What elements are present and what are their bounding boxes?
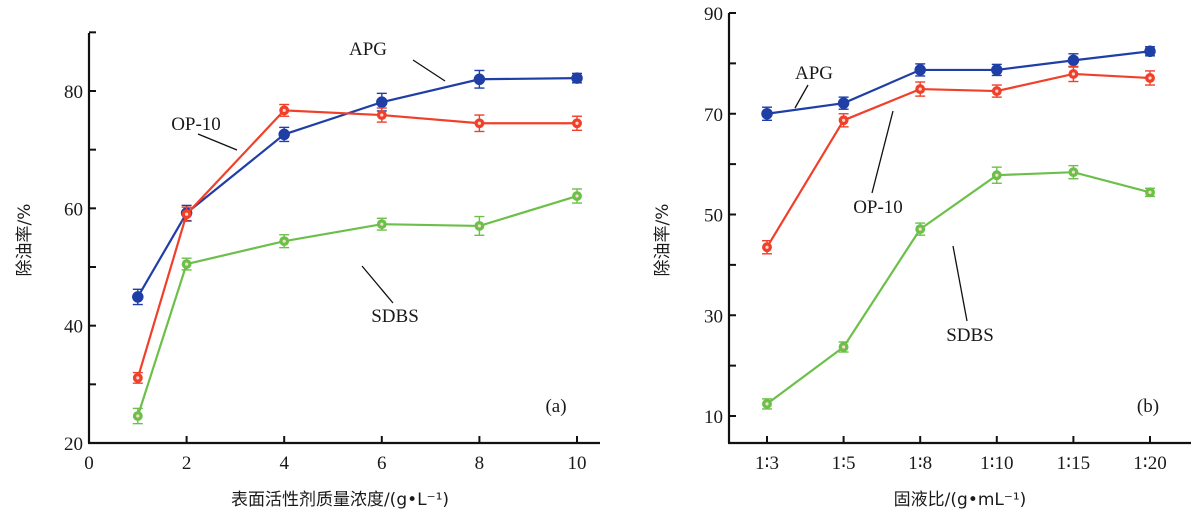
series-line <box>766 72 1151 248</box>
panel-b-y-tick-label: 90 <box>704 4 723 25</box>
panel-a-x-tick-label: 2 <box>182 453 192 474</box>
data-point-center <box>575 121 579 125</box>
data-point-center <box>765 245 769 249</box>
panel-a-y-tick-label: 40 <box>64 317 83 338</box>
panel-b-x-tick-label: 1∶15 <box>1057 453 1090 474</box>
data-point <box>132 291 144 303</box>
panel-b-x-title: 固液比/(g•mL⁻¹) <box>894 490 1027 510</box>
data-point <box>1144 45 1156 58</box>
panel-a-series-op10 <box>132 103 582 384</box>
data-point-center <box>575 194 579 198</box>
data-point-center <box>136 376 140 380</box>
panel-b-leader-op10 <box>871 110 894 194</box>
data-point-center <box>842 345 846 349</box>
data-point-center <box>918 87 922 91</box>
panel-b-label: (b) <box>1137 396 1159 417</box>
panel-a-leader-sdbs <box>361 265 394 304</box>
data-point <box>1067 54 1080 67</box>
panel-a-x-tick-label: 8 <box>475 453 485 474</box>
panel-a-x-tick-label: 0 <box>84 453 94 474</box>
data-point <box>837 97 850 109</box>
panel-a-series-apg <box>132 69 583 306</box>
panel-b-y-tick-label: 50 <box>704 206 723 227</box>
series-line <box>136 76 578 298</box>
data-point-center <box>995 89 999 93</box>
panel-a: 20 40 60 80 0 2 4 6 8 10 表面活性剂质量浓度/(g•L⁻¹) 除油率/%… <box>15 31 600 510</box>
data-point-center <box>765 402 769 406</box>
data-point-center <box>136 414 140 418</box>
panel-a-y-tick-label: 60 <box>64 199 83 220</box>
panel-a-x-title: 表面活性剂质量浓度/(g•L⁻¹) <box>231 490 449 510</box>
panel-b-y-title: 除油率/% <box>653 204 673 277</box>
panel-a-label: (a) <box>545 396 566 417</box>
panel-b-x-tick-label: 1∶10 <box>980 453 1013 474</box>
data-point <box>278 128 290 141</box>
data-point <box>473 73 486 86</box>
data-point <box>376 96 388 108</box>
panel-b-y-tick-label: 70 <box>704 105 723 126</box>
panel-b-series-op10 <box>762 65 1155 255</box>
data-point-center <box>1071 170 1075 174</box>
data-point-center <box>477 121 481 125</box>
panel-b-series-apg <box>761 45 1156 121</box>
series-line <box>136 109 577 379</box>
data-point-center <box>380 113 384 117</box>
data-point-center <box>185 262 189 266</box>
panel-a-leader-apg <box>412 59 446 82</box>
data-point <box>914 64 926 76</box>
panel-b-leader-apg <box>794 84 809 109</box>
data-point <box>991 64 1003 76</box>
data-point-center <box>282 108 286 112</box>
panel-a-x-tick-label: 6 <box>377 453 387 474</box>
data-point-center <box>282 239 286 243</box>
data-point-center <box>1071 72 1075 76</box>
panel-b-annotation-apg: APG <box>795 63 833 84</box>
series-line <box>766 50 1151 115</box>
panel-a-annotation-apg: APG <box>349 39 387 60</box>
panel-b-x-tick-label: 1∶5 <box>832 453 856 474</box>
data-point-center <box>380 222 384 226</box>
panel-a-x-tick-label: 4 <box>279 453 289 474</box>
data-point-center <box>185 212 189 216</box>
panel-a-annotation-op10: OP-10 <box>171 114 221 135</box>
data-point-center <box>1148 76 1152 80</box>
panel-a-y-tick-label: 80 <box>64 82 83 103</box>
panel-b-x-tick-label: 1∶8 <box>908 453 932 474</box>
data-point-center <box>995 173 999 177</box>
panel-b-annotation-sdbs: SDBS <box>946 325 994 346</box>
data-point-center <box>477 224 481 228</box>
panel-b-annotation-op10: OP-10 <box>853 197 903 218</box>
panel-b-series-sdbs <box>762 164 1155 410</box>
data-point <box>761 108 773 120</box>
panel-a-leader-op10 <box>197 133 238 151</box>
data-point <box>571 72 583 84</box>
data-point-center <box>1148 190 1152 194</box>
panel-b-y-tick-label: 30 <box>704 306 723 327</box>
panel-b: 10 30 50 70 90 1∶3 1∶5 1∶8 1∶10 1∶15 1∶20 固液比/(g•… <box>653 4 1191 510</box>
panel-a-x-tick-label: 10 <box>568 453 587 474</box>
panel-a-series-sdbs <box>132 188 582 425</box>
panel-a-y-tick-label: 20 <box>64 434 83 455</box>
data-point-center <box>918 227 922 231</box>
panel-a-y-title: 除油率/% <box>15 204 35 277</box>
series-line <box>766 171 1151 405</box>
panel-b-x-tick-label: 1∶3 <box>755 453 779 474</box>
series-line <box>136 194 578 417</box>
panel-b-y-tick-label: 10 <box>704 407 723 428</box>
panel-b-leader-sdbs <box>952 245 968 322</box>
data-point-center <box>842 118 846 122</box>
panel-b-x-tick-label: 1∶20 <box>1133 453 1166 474</box>
panel-a-annotation-sdbs: SDBS <box>371 306 419 327</box>
